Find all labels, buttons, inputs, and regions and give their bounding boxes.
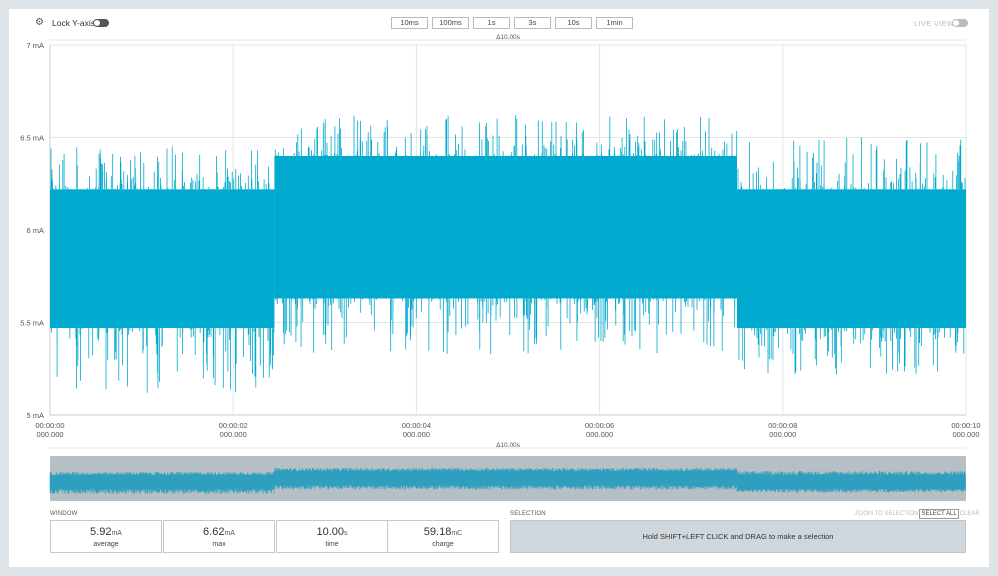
zoom-to-selection-button[interactable]: ZOOM TO SELECTION	[855, 511, 919, 517]
stat-label: max	[212, 541, 226, 548]
x-tick-sub: 000.000	[220, 430, 247, 439]
signal-band	[737, 189, 966, 329]
window-1s-button[interactable]: 1s	[473, 17, 510, 29]
y-tick-label: 5.5 mA	[20, 319, 44, 328]
x-tick-time: 00:00:08	[768, 421, 797, 430]
chart-plot-area	[50, 115, 966, 393]
window-100ms-button[interactable]: 100ms	[432, 17, 469, 29]
gear-icon[interactable]: ⚙	[35, 17, 44, 28]
live-view-label: LIVE VIEW	[914, 19, 955, 28]
stat-value: 10.00	[316, 526, 345, 538]
window-10s-button[interactable]: 10s	[555, 17, 592, 29]
selection-hint-box[interactable]: Hold SHIFT+LEFT CLICK and DRAG to make a…	[510, 520, 966, 553]
x-tick-sub: 000.000	[769, 430, 796, 439]
stat-charge: 59.18mC charge	[387, 520, 499, 553]
window-1min-button[interactable]: 1min	[596, 17, 633, 29]
stat-label: time	[325, 541, 339, 548]
window-3s-button[interactable]: 3s	[514, 17, 551, 29]
window-section-label: WINDOW	[50, 511, 78, 517]
x-tick-sub: 000.000	[403, 430, 430, 439]
x-tick-time: 00:00:00	[35, 421, 64, 430]
stat-unit: s	[344, 530, 348, 537]
y-tick-label: 6.5 mA	[20, 134, 44, 143]
stat-value: 59.18	[423, 526, 452, 538]
signal-spikes	[274, 115, 738, 354]
x-tick-sub: 000.000	[36, 430, 63, 439]
stat-value: 5.92	[90, 526, 112, 538]
y-tick-label: 7 mA	[26, 41, 44, 50]
stat-unit: mA	[224, 530, 235, 537]
stat-label: charge	[432, 541, 454, 548]
signal-band	[50, 189, 275, 329]
current-chart[interactable]: Δ10.00s 7 mA 6.5 mA 6 mA 5.5 mA 5 mA 00:…	[9, 33, 989, 443]
x-tick-time: 00:00:04	[402, 421, 431, 430]
overview-delta-label: Δ10.00s	[496, 442, 521, 449]
x-tick-sub: 000.000	[586, 430, 613, 439]
signal-spikes	[50, 146, 275, 393]
signal-band	[274, 156, 737, 299]
stat-max: 6.62mA max	[163, 520, 275, 553]
x-tick-time: 00:00:02	[219, 421, 248, 430]
x-tick-time: 00:00:06	[585, 421, 614, 430]
stat-value: 6.62	[203, 526, 225, 538]
stat-unit: mA	[111, 530, 122, 537]
y-tick-label: 5 mA	[26, 411, 44, 420]
stat-average: 5.92mA average	[50, 520, 162, 553]
stat-time: 10.00s time	[276, 520, 388, 553]
select-all-button[interactable]: SELECT ALL	[919, 509, 959, 519]
lock-y-axis-label: Lock Y-axis	[52, 18, 95, 28]
selection-buttons: ZOOM TO SELECTION SELECT ALL CLEAR	[854, 509, 981, 519]
x-axis: 00:00:00 000.000 00:00:02 000.000 00:00:…	[35, 421, 980, 439]
x-tick-time: 00:00:10	[951, 421, 980, 430]
stat-unit: mC	[451, 530, 463, 537]
selection-section-label: SELECTION	[510, 511, 546, 517]
live-view-toggle[interactable]	[952, 19, 968, 27]
overview-signal	[49, 467, 966, 495]
x-tick-sub: 000.000	[952, 430, 979, 439]
window-delta-label: Δ10.00s	[496, 34, 521, 41]
app-panel: ⚙ Lock Y-axis 10ms 100ms 1s 3s 10s 1min …	[9, 9, 989, 567]
lock-y-axis-toggle[interactable]	[93, 19, 109, 27]
clear-selection-button[interactable]: CLEAR	[959, 511, 980, 517]
y-axis: 7 mA 6.5 mA 6 mA 5.5 mA 5 mA	[20, 41, 44, 420]
window-10ms-button[interactable]: 10ms	[391, 17, 428, 29]
y-tick-label: 6 mA	[26, 226, 44, 235]
overview-chart[interactable]: Δ10.00s	[9, 439, 989, 503]
overview-plot	[49, 467, 966, 495]
stat-label: average	[93, 541, 119, 548]
